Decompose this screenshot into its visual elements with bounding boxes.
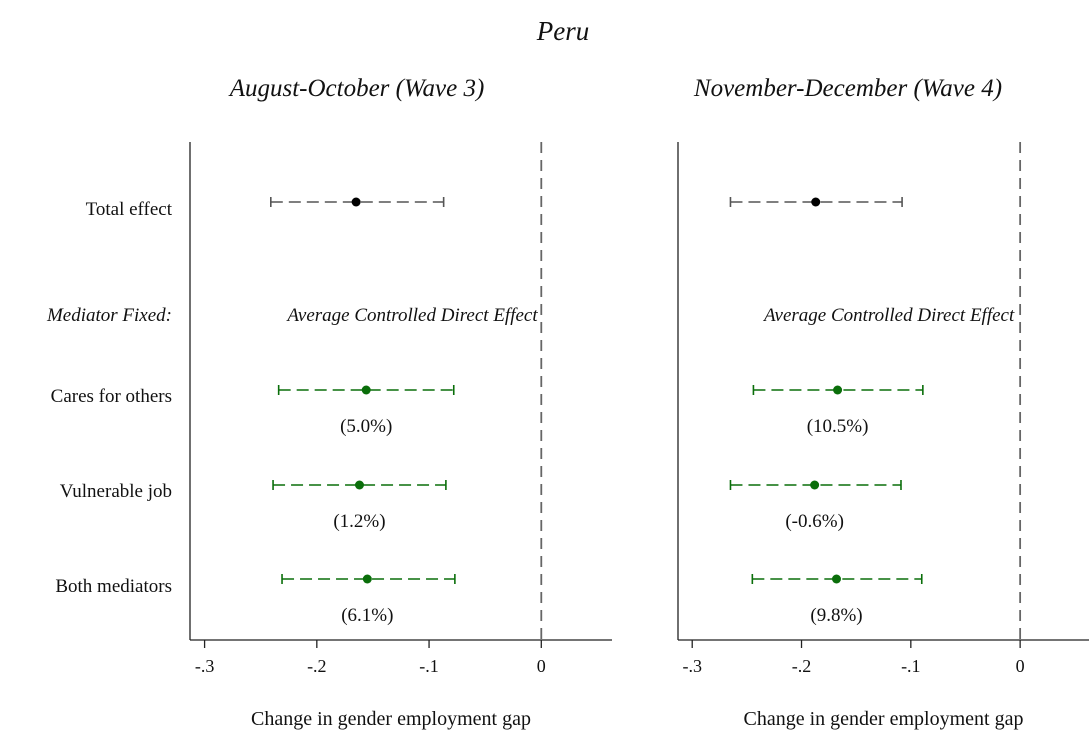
pct-label-vulnerable: (1.2%) xyxy=(333,511,385,532)
point-estimate-vulnerable xyxy=(354,480,364,490)
figure-title: Peru xyxy=(536,16,589,46)
section-label: Average Controlled Direct Effect xyxy=(762,305,1015,326)
pct-label-cares: (10.5%) xyxy=(807,416,869,437)
panel-wave-4: November-December (Wave 4) -.3 -.2 -.1 0 Chan… xyxy=(677,75,1089,730)
row-label-mediator-fixed: Mediator Fixed: xyxy=(46,305,172,326)
x-tick-label: 0 xyxy=(1016,656,1025,676)
point-estimate-both xyxy=(831,574,841,584)
x-tick-label: -.1 xyxy=(419,656,439,676)
panel-wave-3: August-October (Wave 3) -.3 -.2 -.1 0 Change … xyxy=(189,75,612,730)
row-label-both: Both mediators xyxy=(55,576,172,597)
point-estimate-cares xyxy=(361,385,371,395)
panel-title: August-October (Wave 3) xyxy=(228,75,485,102)
point-estimate-cares xyxy=(833,385,843,395)
point-estimate-vulnerable xyxy=(810,480,820,490)
x-tick-label: -.1 xyxy=(901,656,921,676)
section-label: Average Controlled Direct Effect xyxy=(285,305,538,326)
x-axis-label: Change in gender employment gap xyxy=(744,708,1024,730)
row-label-total: Total effect xyxy=(86,199,173,220)
point-estimate-total xyxy=(811,197,821,207)
panel-title: November-December (Wave 4) xyxy=(693,75,1002,102)
pct-label-cares: (5.0%) xyxy=(340,416,392,437)
pct-label-both: (6.1%) xyxy=(341,605,393,626)
point-estimate-both xyxy=(362,574,372,584)
x-tick-label: -.3 xyxy=(682,656,702,676)
pct-label-both: (9.8%) xyxy=(810,605,862,626)
pct-label-vulnerable: (-0.6%) xyxy=(785,511,844,532)
x-tick-label: -.2 xyxy=(792,656,812,676)
point-estimate-total xyxy=(351,197,361,207)
x-tick-label: 0 xyxy=(537,656,546,676)
row-label-vulnerable: Vulnerable job xyxy=(60,481,172,502)
x-axis-label: Change in gender employment gap xyxy=(251,708,531,730)
x-tick-label: -.2 xyxy=(307,656,327,676)
x-tick-label: -.3 xyxy=(195,656,215,676)
row-label-cares: Cares for others xyxy=(51,386,172,407)
